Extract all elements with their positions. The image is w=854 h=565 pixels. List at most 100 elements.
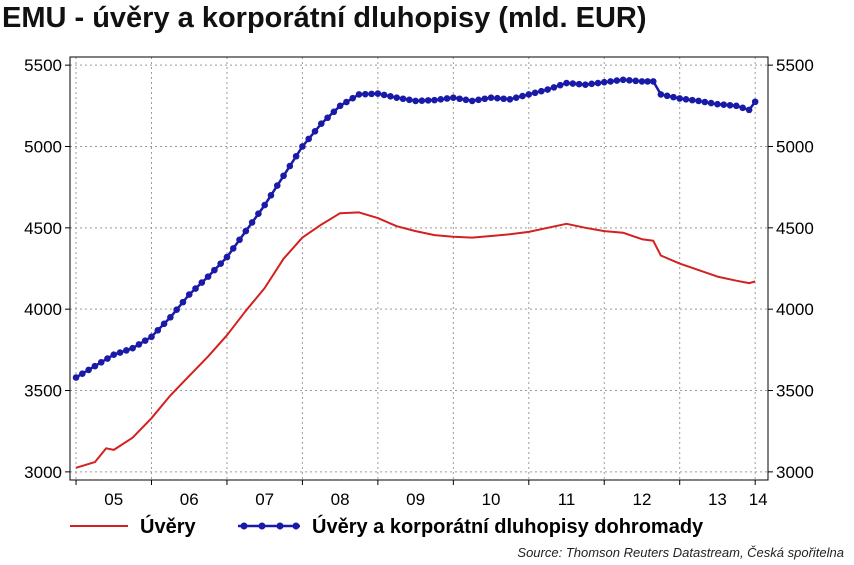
- series-marker-total: [569, 80, 577, 87]
- series-marker-total: [751, 98, 759, 106]
- x-tick-label: 14: [749, 490, 768, 509]
- series-marker-total: [575, 80, 583, 88]
- legend-marker-total: [292, 522, 300, 530]
- series-line-uvery: [75, 211, 756, 469]
- series-marker-total: [701, 98, 709, 106]
- series-marker-total: [519, 92, 526, 100]
- series-marker-total: [104, 355, 111, 362]
- series-marker-total: [437, 96, 445, 103]
- series-marker-total: [632, 77, 639, 85]
- series-marker-total: [185, 291, 193, 298]
- series-marker-total: [85, 366, 92, 374]
- series-marker-total: [110, 351, 118, 359]
- series-marker-total: [638, 78, 646, 85]
- series-marker-total: [361, 90, 369, 98]
- series-marker-total: [248, 219, 256, 226]
- series-marker-total: [670, 93, 677, 101]
- series-marker-total: [456, 95, 463, 103]
- series-marker-total: [72, 374, 80, 381]
- grid-layer: [70, 57, 768, 480]
- y-tick-label-left: 5000: [24, 137, 62, 156]
- x-tick-label: 10: [482, 490, 501, 509]
- series-marker-total: [336, 102, 344, 110]
- legend-label-uvery: Úvěry: [140, 514, 196, 538]
- series-marker-total: [116, 349, 124, 356]
- series-marker-total: [733, 102, 740, 110]
- series-marker-total: [682, 96, 690, 103]
- series-marker-total: [317, 120, 325, 128]
- series-marker-total: [613, 77, 621, 84]
- series-marker-total: [192, 285, 199, 292]
- series-marker-total: [123, 347, 130, 354]
- legend-marker-total: [240, 522, 248, 530]
- x-tick-label: 12: [633, 490, 652, 509]
- series-marker-total: [292, 152, 300, 160]
- series-marker-total: [179, 298, 187, 306]
- series-marker-total: [600, 78, 608, 86]
- y-tick-label-left: 3500: [24, 382, 62, 401]
- series-marker-total: [556, 81, 564, 89]
- x-tick-label: 11: [558, 490, 576, 509]
- series-line-total: [75, 78, 757, 379]
- series-marker-total: [431, 96, 438, 104]
- chart-title: EMU - úvěry a korporátní dluhopisy (mld.…: [2, 2, 647, 34]
- series-marker-total: [462, 96, 470, 104]
- series-layer: [72, 76, 759, 469]
- y-tick-label-left: 3000: [24, 463, 62, 482]
- series-marker-total: [242, 227, 250, 235]
- series-marker-total: [644, 78, 651, 85]
- series-marker-total: [695, 97, 702, 105]
- series-marker-total: [374, 90, 382, 97]
- series-marker-total: [443, 95, 451, 102]
- y-tick-label-right: 4000: [776, 300, 814, 319]
- series-marker-total: [223, 253, 231, 261]
- series-marker-total: [330, 108, 338, 116]
- y-tick-label-left: 4000: [24, 300, 62, 319]
- y-tick-label-left: 5500: [24, 56, 62, 75]
- series-marker-total: [739, 104, 747, 112]
- legend: Úvěry Úvěry a korporátní dluhopisy dohrom…: [70, 514, 704, 538]
- series-marker-total: [563, 79, 570, 87]
- series-marker-total: [424, 97, 432, 104]
- legend-label-total: Úvěry a korporátní dluhopisy dohromady: [312, 514, 704, 538]
- series-marker-total: [255, 210, 262, 218]
- series-marker-total: [676, 95, 684, 102]
- series-marker-total: [91, 362, 99, 370]
- series-marker-total: [167, 314, 174, 321]
- series-marker-total: [311, 127, 319, 135]
- series-marker-total: [531, 89, 539, 97]
- series-marker-total: [406, 96, 413, 104]
- series-marker-total: [355, 91, 363, 98]
- series-marker-total: [544, 86, 551, 93]
- series-marker-total: [135, 341, 143, 348]
- series-marker-total: [663, 92, 671, 100]
- series-marker-total: [305, 135, 313, 143]
- series-marker-total: [217, 260, 224, 267]
- series-marker-total: [468, 97, 476, 105]
- y-tick-label-right: 3000: [776, 463, 814, 482]
- series-marker-total: [626, 77, 633, 84]
- series-marker-total: [538, 87, 545, 95]
- series-marker-total: [173, 306, 180, 314]
- series-marker-total: [607, 78, 614, 85]
- series-marker-total: [229, 245, 237, 252]
- series-marker-total: [512, 94, 520, 101]
- series-marker-total: [299, 143, 306, 150]
- axis-layer: 3000 3000 3500 3500 4000 4000 4500 4500 5000 5000…: [24, 56, 814, 509]
- series-marker-total: [588, 80, 595, 88]
- series-marker-total: [387, 93, 394, 100]
- series-marker-total: [368, 90, 375, 98]
- series-marker-total: [204, 273, 212, 280]
- series-marker-total: [324, 114, 331, 122]
- series-marker-total: [286, 162, 294, 170]
- series-marker-total: [450, 94, 457, 101]
- series-marker-total: [267, 191, 275, 199]
- series-marker-total: [393, 94, 401, 101]
- series-marker-total: [481, 95, 489, 103]
- series-marker-total: [129, 344, 136, 352]
- x-tick-label: 05: [104, 490, 123, 509]
- series-marker-total: [594, 79, 602, 87]
- series-marker-total: [349, 94, 357, 102]
- series-marker-total: [380, 91, 388, 99]
